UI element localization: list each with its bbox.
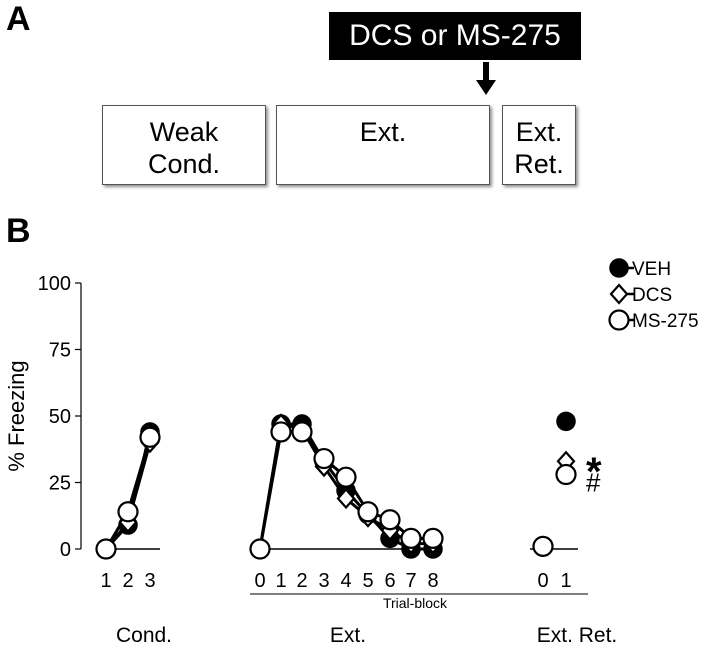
phase-box-line1: Weak (149, 117, 219, 147)
legend-marker-dcs (609, 283, 629, 305)
legend-marker-ms-275 (608, 309, 630, 331)
x-axis-label: Trial-block (383, 595, 448, 611)
data-point-veh (556, 411, 576, 432)
y-tick-label: 75 (49, 340, 71, 362)
y-tick-label: 50 (49, 406, 71, 428)
x-tick-label: 8 (427, 570, 438, 592)
data-point-ms-275 (249, 538, 271, 560)
phase-label: Ext. (330, 624, 366, 646)
panel-b-letter: B (6, 212, 31, 250)
phase-box-line2: Cond. (147, 149, 221, 179)
data-point-ms-275 (422, 527, 444, 549)
data-point-ms-275 (379, 509, 401, 531)
data-point-ms-275 (117, 501, 139, 523)
legend-label: VEH (632, 259, 671, 280)
phase-label: Cond. (116, 624, 172, 646)
drug-label: DCS or MS-275 (329, 12, 581, 60)
data-point-ms-275 (139, 426, 161, 448)
data-point-ms-275 (313, 447, 335, 470)
phase-label: Ext. Ret. (537, 624, 618, 646)
x-tick-label: 0 (537, 570, 548, 592)
x-tick-label: 1 (275, 570, 286, 592)
x-tick-label: 2 (122, 570, 133, 592)
data-point-ms-275 (95, 538, 117, 560)
phase-box-ext-ret: Ext. Ret. (502, 105, 576, 185)
x-tick-label: 1 (100, 570, 111, 592)
data-point-ms-275 (400, 527, 422, 549)
x-tick-label: 4 (340, 570, 351, 592)
x-tick-label: 2 (296, 570, 307, 592)
significance-hash: # (586, 468, 601, 498)
panel-a-letter: A (6, 0, 31, 38)
x-tick-label: 5 (362, 570, 373, 592)
x-tick-label: 1 (560, 570, 571, 592)
x-tick-label: 3 (318, 570, 329, 592)
x-tick-label: 6 (384, 570, 395, 592)
x-tick-label: 3 (144, 570, 155, 592)
data-point-dcs (336, 487, 356, 510)
data-point-ms-275 (532, 535, 554, 557)
significance-star: * (586, 450, 602, 494)
y-tick-label: 100 (38, 273, 71, 295)
x-tick-label: 7 (405, 570, 416, 592)
data-point-ms-275 (291, 421, 313, 443)
phase-box-weak-cond: Weak Cond. (102, 105, 266, 185)
data-point-ms-275 (335, 466, 357, 488)
data-point-ms-275 (270, 421, 292, 443)
down-arrow-icon (476, 62, 496, 95)
legend-marker-veh (609, 258, 629, 278)
data-point-ms-275 (357, 501, 379, 523)
phase-box-line2: Ret. (514, 149, 564, 179)
legend-label: MS-275 (632, 311, 699, 332)
legend-label: DCS (632, 285, 672, 306)
y-tick-label: 25 (49, 473, 71, 495)
data-point-ms-275 (555, 463, 577, 486)
y-axis-label: % Freezing (4, 360, 29, 471)
phase-box-line1: Ext. (359, 117, 407, 147)
x-tick-label: 0 (254, 570, 265, 592)
phase-box-ext: Ext. (276, 105, 490, 185)
phase-box-line1: Ext. (515, 117, 563, 147)
y-tick-label: 0 (60, 539, 71, 561)
